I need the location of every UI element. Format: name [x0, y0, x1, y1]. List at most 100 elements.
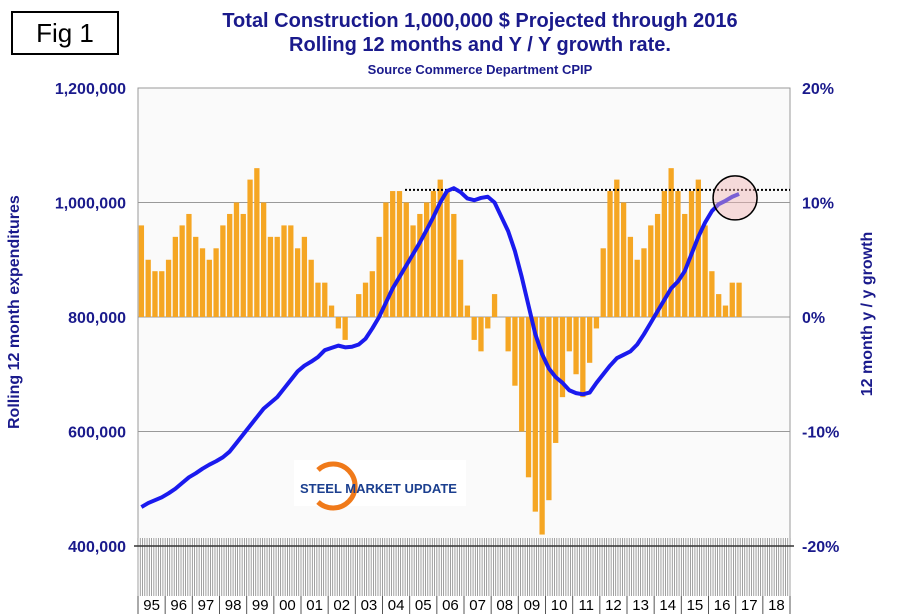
growth-bar [525, 317, 532, 478]
growth-bar [573, 317, 579, 375]
growth-bar [172, 236, 178, 317]
growth-bar [457, 259, 464, 317]
y-left-tick-label: 1,000,000 [55, 196, 126, 213]
growth-bar [227, 213, 233, 317]
x-tick-label: 10 [551, 597, 568, 614]
growth-bar [308, 259, 314, 317]
growth-bar [491, 294, 498, 317]
growth-bar [716, 294, 722, 317]
y-right-tick-label: 20% [802, 81, 834, 98]
growth-bar [138, 225, 145, 317]
growth-bar [437, 179, 443, 317]
growth-bar [736, 282, 742, 317]
growth-bar [648, 225, 654, 317]
growth-bar [430, 191, 437, 317]
growth-bar [559, 317, 566, 398]
growth-bar [362, 282, 369, 317]
growth-bar [607, 191, 613, 317]
x-tick-label: 09 [524, 597, 541, 614]
x-tick-label: 00 [279, 597, 296, 614]
growth-bar [240, 213, 246, 317]
growth-bar [410, 225, 416, 317]
y-left-tick-label: 1,200,000 [55, 81, 126, 98]
growth-bar [485, 317, 491, 329]
growth-bar [675, 191, 681, 317]
growth-bar [729, 282, 735, 317]
growth-bar [709, 271, 715, 317]
x-tick-label: 18 [768, 597, 785, 614]
growth-bar [335, 317, 341, 329]
highlight-circle [712, 175, 758, 221]
x-tick-label: 16 [714, 597, 731, 614]
growth-bar [145, 259, 151, 317]
growth-bar [369, 271, 375, 317]
x-tick-label: 14 [659, 597, 676, 614]
x-tick-label: 04 [388, 597, 405, 614]
growth-bar [152, 271, 158, 317]
x-tick-label: 07 [469, 597, 486, 614]
growth-bar [342, 317, 348, 340]
growth-bar [451, 213, 457, 317]
x-tick-label: 08 [496, 597, 513, 614]
growth-bar [566, 317, 572, 352]
x-tick-label: 13 [632, 597, 649, 614]
growth-bar [600, 248, 606, 317]
growth-bar [315, 282, 321, 317]
growth-bar [532, 317, 538, 512]
figure-label: Fig 1 [11, 11, 119, 55]
y-right-tick-label: -10% [802, 425, 839, 442]
growth-bar [383, 202, 389, 317]
growth-bar [634, 259, 640, 317]
growth-bar [261, 202, 267, 317]
growth-bar [179, 225, 185, 317]
growth-bar [587, 317, 593, 363]
growth-bar [519, 317, 525, 432]
y-left-tick-label: 800,000 [68, 310, 126, 327]
growth-bar [424, 202, 430, 317]
growth-bar [390, 191, 396, 317]
growth-bar [580, 317, 586, 398]
chart-title: Total Construction 1,000,000 $ Projected… [222, 10, 738, 32]
chart-subtitle: Rolling 12 months and Y / Y growth rate. [289, 34, 671, 56]
growth-bar [281, 225, 287, 317]
growth-bar [403, 202, 409, 317]
x-tick-label: 03 [361, 597, 378, 614]
y-right-tick-label: 10% [802, 196, 834, 213]
growth-bar [512, 317, 518, 386]
x-tick-label: 02 [333, 597, 350, 614]
x-tick-label: 15 [687, 597, 704, 614]
logo-swoosh-icon [316, 461, 358, 511]
growth-bar [464, 305, 471, 317]
growth-bar [301, 236, 308, 317]
x-tick-label: 99 [252, 597, 269, 614]
y-right-tick-label: 0% [802, 310, 825, 327]
growth-bar [478, 317, 484, 352]
growth-bar [661, 191, 667, 317]
growth-bar [199, 248, 206, 317]
growth-bar [417, 213, 423, 317]
growth-bar [620, 202, 627, 317]
chart-source: Source Commerce Department CPIP [367, 62, 593, 77]
growth-bar [471, 317, 477, 340]
growth-bar [539, 317, 545, 535]
expenditure-line [140, 186, 740, 509]
x-tick-label: 95 [143, 597, 160, 614]
growth-bar [294, 248, 301, 317]
growth-bar [193, 236, 199, 317]
growth-bar [444, 191, 450, 317]
x-tick-label: 97 [198, 597, 215, 614]
growth-bar [322, 282, 328, 317]
growth-bar [328, 305, 335, 317]
growth-bar [247, 179, 253, 317]
growth-bar [614, 179, 620, 317]
growth-bar [213, 248, 219, 317]
growth-bar [376, 236, 382, 317]
growth-bar [553, 317, 559, 443]
growth-bar [593, 317, 600, 329]
growth-bar [274, 236, 280, 317]
growth-bar [682, 213, 688, 317]
y-left-tick-label: 400,000 [68, 539, 126, 556]
x-tick-label: 96 [170, 597, 187, 614]
